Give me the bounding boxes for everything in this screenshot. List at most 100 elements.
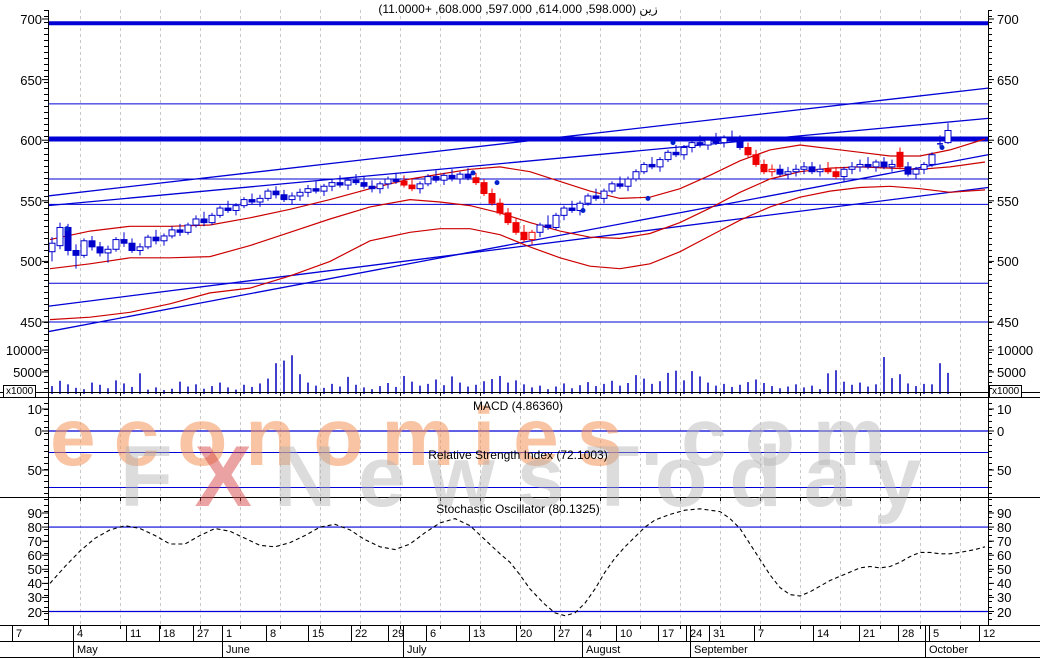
candle-body (544, 224, 552, 228)
candle-body (768, 168, 776, 173)
macd-axis-label: 10 (27, 402, 42, 417)
candle-body (232, 205, 240, 211)
candle-body (904, 166, 912, 175)
stoch-axis-label: 70 (997, 534, 1012, 550)
date-tick-label: 4 (586, 628, 593, 640)
date-tick-label: 1 (226, 628, 233, 640)
candle-body (72, 249, 80, 256)
candle-body (664, 151, 672, 161)
candle-body (480, 182, 488, 195)
date-tick-label: 28 (902, 628, 915, 640)
candle-body (80, 240, 88, 256)
candle-body (328, 182, 336, 187)
date-tick-label: 8 (270, 628, 277, 640)
bollinger-lower (49, 185, 986, 321)
candle-body (688, 142, 696, 148)
volume-multiplier-left: x1000 (3, 385, 37, 398)
date-tick-label: 29 (392, 628, 405, 640)
candle-body (264, 190, 272, 199)
candle-body (928, 154, 936, 165)
candle-body (728, 137, 736, 141)
date-tick-label: 4 (77, 628, 84, 640)
candle-body (408, 184, 416, 190)
date-tick-label: 11 (130, 628, 142, 640)
stoch-axis-label: 80 (27, 520, 42, 536)
stoch-axis-label: 20 (997, 604, 1012, 620)
month-label: May (77, 644, 98, 656)
stoch-axis-label: 30 (27, 590, 42, 606)
watermark-x-logo-icon: X (194, 429, 274, 525)
candle-body (672, 151, 680, 156)
candle-body (192, 218, 200, 226)
stoch-axis-label: 30 (997, 590, 1012, 606)
candle-body (56, 226, 64, 247)
stoch-axis-label: 60 (27, 548, 42, 564)
sar-dot (939, 144, 945, 150)
candle-body (712, 139, 720, 144)
watermark-fxnewstoday: FXNewsToday (120, 434, 943, 520)
candle-body (464, 173, 472, 179)
candle-body (208, 214, 216, 224)
candle-body (320, 185, 328, 192)
candle-body (96, 246, 104, 254)
watermark-economies-text: economies (50, 392, 641, 483)
date-tick-label: 6 (430, 628, 437, 640)
month-label: September (694, 644, 748, 656)
stoch-k-line (50, 509, 985, 619)
candle-body (488, 193, 496, 204)
candle-body (352, 179, 360, 184)
bollinger-upper (49, 138, 986, 241)
trendline (47, 117, 989, 207)
candle-body (472, 177, 480, 184)
candle-body (920, 163, 928, 170)
candle-body (616, 183, 624, 187)
candle-body (808, 166, 816, 173)
candle-body (736, 139, 744, 148)
candle-body (136, 246, 144, 251)
watermark-newstoday: NewsToday (273, 429, 944, 525)
left-axis-minor-ticks (44, 10, 48, 392)
watermark-economies: economies.com (50, 397, 904, 479)
candle-body (384, 178, 392, 185)
stoch-axis-label: 20 (27, 604, 42, 620)
candle-body (864, 163, 872, 168)
date-tick-label: 17 (662, 628, 675, 640)
stoch-axis-label: 90 (27, 506, 42, 521)
bollinger-middle (49, 161, 986, 270)
candle-body (280, 194, 288, 201)
stoch-axis-label: 70 (27, 534, 42, 550)
candle-body (216, 207, 224, 216)
candle-body (112, 239, 120, 250)
stoch-axis-label: 50 (997, 562, 1012, 578)
candle-body (128, 242, 136, 251)
candle-body (560, 207, 568, 216)
sar-dot (494, 180, 500, 186)
date-tick-label: 27 (558, 628, 571, 640)
sar-dot (645, 195, 651, 201)
candle-body (704, 139, 712, 146)
stoch-axis-label: 60 (997, 548, 1012, 564)
date-tick-label: 27 (197, 628, 210, 640)
candle-body (288, 195, 296, 201)
candle-body (336, 182, 344, 186)
candle-body (752, 154, 760, 165)
candle-body (576, 202, 584, 211)
price-axis-label: 600 (20, 133, 42, 149)
candle-body (696, 142, 704, 146)
price-axis-label: 600 (997, 133, 1019, 149)
candle-body (624, 178, 632, 187)
price-axis-label: 500 (20, 254, 42, 270)
candle-body (856, 163, 864, 168)
volume-axis-label: 5000 (997, 365, 1026, 380)
candle-body (312, 188, 320, 192)
candle-body (176, 229, 184, 233)
candle-body (656, 159, 664, 168)
candle-body (744, 146, 752, 156)
month-label: August (586, 644, 621, 656)
candle-body (896, 151, 904, 168)
candle-body (48, 242, 56, 253)
price-axis-label: 500 (997, 254, 1019, 270)
candle-body (552, 214, 560, 228)
